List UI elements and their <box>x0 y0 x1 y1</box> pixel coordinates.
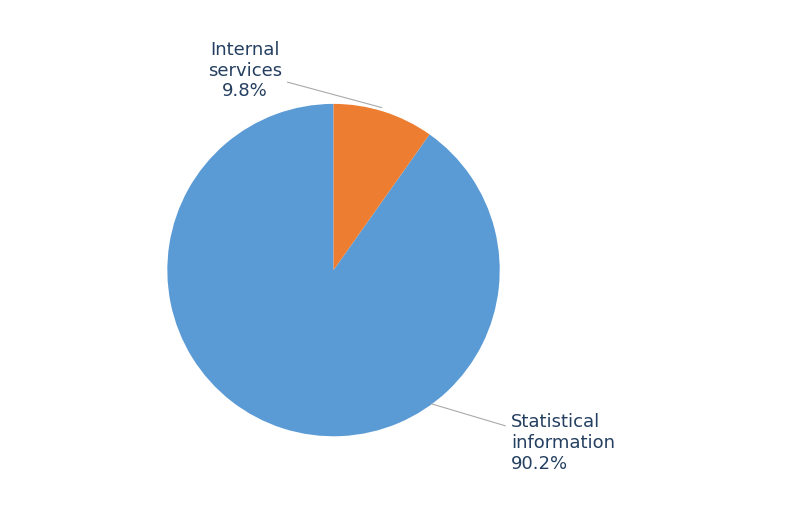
Wedge shape <box>167 104 500 436</box>
Text: Internal
services
9.8%: Internal services 9.8% <box>208 41 382 108</box>
Text: Statistical
information
90.2%: Statistical information 90.2% <box>431 404 614 473</box>
Wedge shape <box>334 104 430 270</box>
